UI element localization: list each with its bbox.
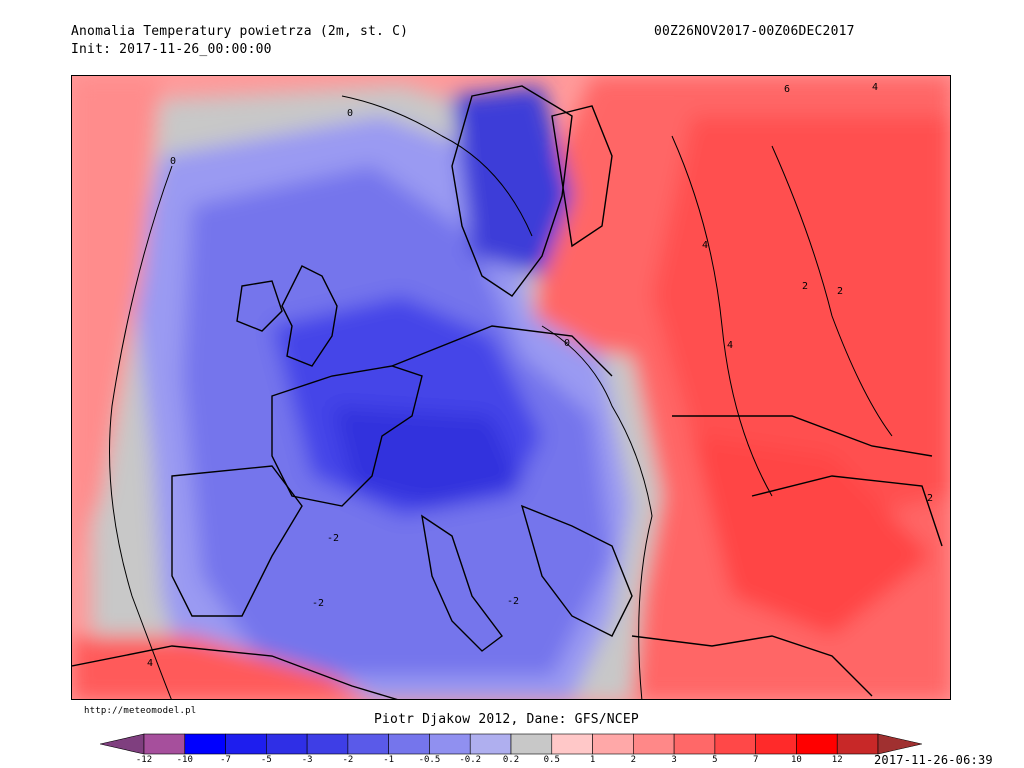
- anomaly-map: 0 0 0 -2 -2 -2 2 2 2 4 4 4 6 4: [72, 76, 950, 699]
- legend-swatch: [429, 733, 471, 755]
- contour-label: 0: [347, 108, 353, 119]
- init-time: Init: 2017-11-26_00:00:00: [71, 42, 272, 57]
- contour-label: -2: [327, 533, 339, 544]
- legend-label: 3: [671, 755, 677, 765]
- coastlines: [72, 85, 943, 699]
- legend-label: 5: [712, 755, 718, 765]
- legend-swatch: [225, 733, 267, 755]
- anomaly-field: [72, 76, 950, 699]
- contour-label: 4: [147, 658, 153, 669]
- contour-label: -2: [507, 596, 519, 607]
- legend-label: -10: [176, 755, 193, 765]
- legend-label: 1: [589, 755, 596, 765]
- contour-lines: [109, 95, 893, 699]
- legend-label: -3: [301, 755, 313, 765]
- legend-label: 7: [752, 755, 759, 765]
- contour-label: 0: [564, 338, 570, 349]
- legend-arrow-high: [877, 733, 922, 755]
- legend-label: 0.5: [543, 755, 560, 765]
- timestamp: 2017-11-26-06:39: [874, 753, 993, 767]
- contour-label: 2: [927, 493, 933, 504]
- source-url: http://meteomodel.pl: [84, 706, 197, 716]
- legend-swatch: [673, 733, 716, 755]
- legend-swatch: [633, 733, 675, 755]
- contour-label: 4: [727, 340, 733, 351]
- contour-label: -2: [312, 598, 324, 609]
- legend-swatch: [714, 733, 756, 755]
- legend-arrow-low: [100, 733, 145, 755]
- legend-swatch: [796, 733, 838, 755]
- map-title: Anomalia Temperatury powietrza (2m, st. …: [71, 24, 409, 39]
- contour-label-group: 0 0 0 -2 -2 -2 2 2 2 4 4 4 6 4: [147, 82, 933, 669]
- legend-label: -1: [383, 755, 395, 765]
- legend-label: -2: [342, 755, 354, 765]
- forecast-period: 00Z26NOV2017-00Z06DEC2017: [654, 24, 855, 39]
- credit-text: Piotr Djakow 2012, Dane: GFS/NCEP: [374, 712, 639, 727]
- color-legend: [100, 733, 922, 755]
- legend-swatch: [184, 733, 226, 755]
- legend-swatch: [836, 733, 879, 755]
- contour-label: 2: [837, 286, 843, 297]
- contour-label: 2: [802, 281, 808, 292]
- legend-swatch: [755, 733, 797, 755]
- legend-label: -0.5: [418, 755, 441, 765]
- contour-label: 6: [784, 84, 790, 95]
- legend-label: -7: [220, 755, 231, 765]
- legend-label: 12: [831, 755, 843, 765]
- legend-label: -12: [135, 755, 153, 765]
- legend-swatch: [592, 733, 634, 755]
- legend-label: 10: [791, 755, 802, 765]
- legend-label: -5: [260, 755, 272, 765]
- legend-label: 2: [630, 755, 637, 765]
- legend-label: 0.2: [502, 755, 520, 765]
- legend-swatch: [143, 733, 186, 755]
- contour-label: 0: [170, 156, 176, 167]
- map-frame: 0 0 0 -2 -2 -2 2 2 2 4 4 4 6 4: [71, 75, 951, 700]
- legend-swatch: [347, 733, 389, 755]
- legend-label: -0.2: [459, 755, 482, 765]
- legend-swatch: [551, 733, 593, 755]
- contour-label: 4: [702, 240, 708, 251]
- legend-swatch: [266, 733, 308, 755]
- legend-swatch: [388, 733, 430, 755]
- legend-swatch: [306, 733, 349, 755]
- contour-label: 4: [872, 82, 878, 93]
- legend-swatch: [510, 733, 553, 755]
- legend-swatch: [469, 733, 512, 755]
